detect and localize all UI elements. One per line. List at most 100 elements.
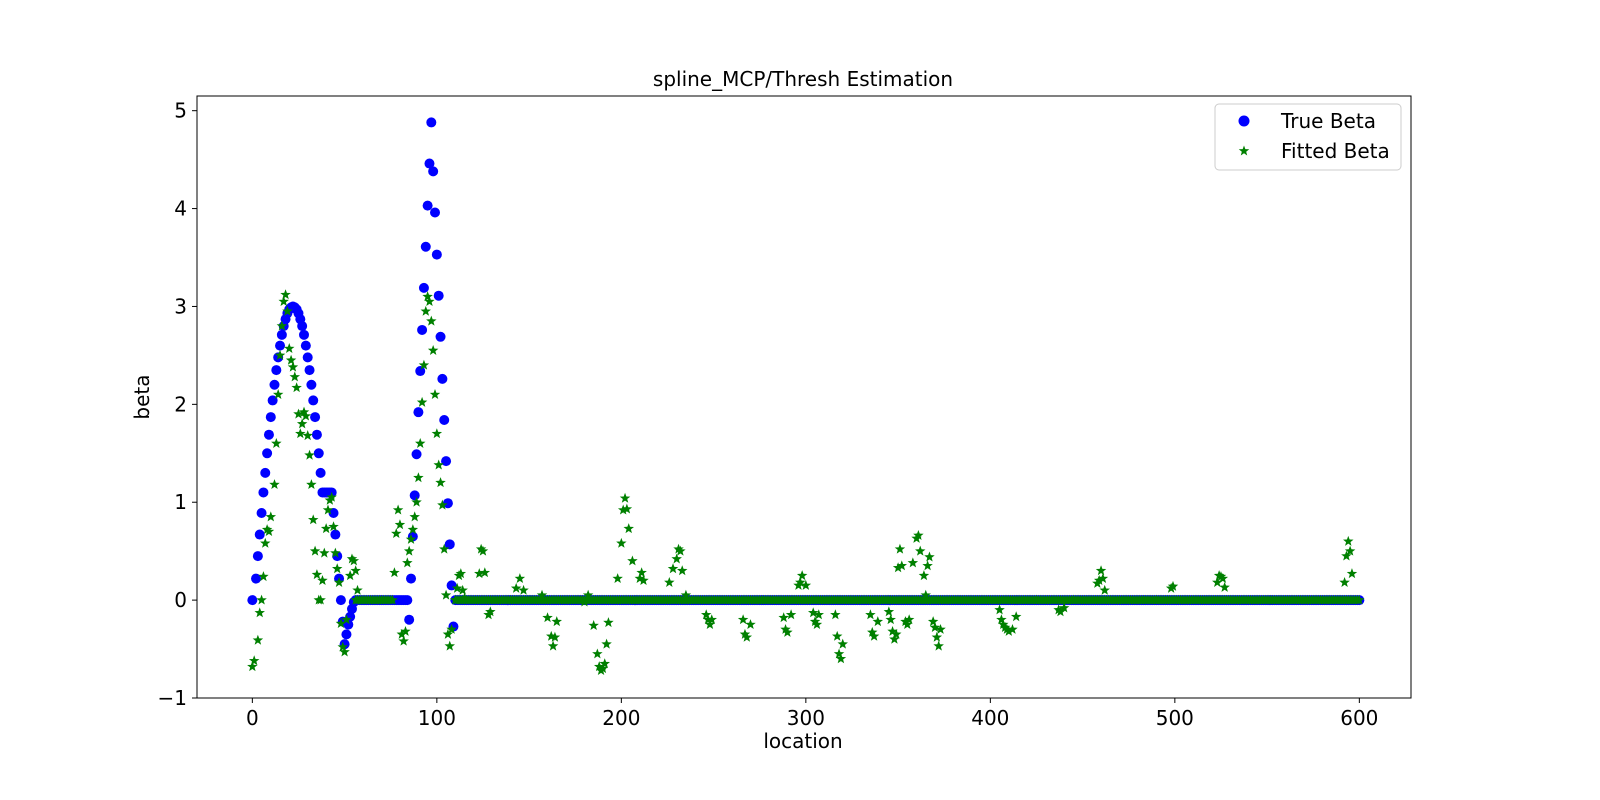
fitted-beta-point xyxy=(837,638,848,649)
fitted-beta-point xyxy=(1167,580,1179,591)
fitted-beta-point xyxy=(885,614,896,625)
fitted-beta-point xyxy=(391,528,402,538)
fitted-beta-point xyxy=(247,661,258,672)
fitted-beta-point xyxy=(409,511,420,522)
fitted-beta-point xyxy=(315,594,326,605)
true-beta-point xyxy=(430,207,440,218)
fitted-beta-point xyxy=(289,371,301,382)
true-beta-point xyxy=(417,324,428,335)
x-tick-label: 600 xyxy=(1340,706,1378,730)
fitted-beta-point xyxy=(258,571,269,582)
fitted-beta-point xyxy=(416,396,428,407)
fitted-beta-point xyxy=(302,430,313,441)
fitted-beta-point xyxy=(616,537,627,548)
true-beta-point xyxy=(431,249,442,260)
fitted-beta-point xyxy=(671,553,682,564)
fitted-beta-point xyxy=(597,663,609,674)
fitted-beta-point xyxy=(346,553,358,564)
fitted-beta-point xyxy=(398,635,409,646)
legend-box xyxy=(1214,103,1402,171)
true-beta-point xyxy=(310,412,321,423)
x-axis: 0 100 200 300 400 500 600 xyxy=(246,698,1378,730)
fitted-beta-point xyxy=(913,530,924,540)
fitted-beta-point xyxy=(411,496,422,507)
fitted-beta-point xyxy=(883,606,895,617)
true-beta-point xyxy=(251,573,262,584)
fitted-beta-point xyxy=(437,499,448,510)
fitted-beta-point xyxy=(887,625,898,636)
fitted-beta-point xyxy=(1055,606,1066,617)
fitted-beta-point xyxy=(807,607,819,618)
true-beta-point xyxy=(437,373,448,384)
true-beta-point xyxy=(409,490,420,501)
fitted-beta-point xyxy=(601,638,612,649)
fitted-beta-point xyxy=(477,545,489,556)
fitted-beta-point xyxy=(474,568,485,579)
fitted-beta-point xyxy=(418,359,430,370)
fitted-beta-point xyxy=(704,619,716,630)
fitted-beta-point xyxy=(352,584,363,595)
fitted-beta-point xyxy=(392,504,404,515)
fitted-beta-point xyxy=(915,545,926,556)
true-beta-point xyxy=(275,340,286,351)
fitted-beta-point xyxy=(1339,576,1350,587)
fitted-beta-point xyxy=(889,633,900,644)
true-beta-point xyxy=(413,407,424,418)
fitted-beta-point xyxy=(276,320,288,331)
fitted-beta-point xyxy=(867,626,878,637)
x-tick-label: 300 xyxy=(787,706,825,730)
fitted-beta-point xyxy=(333,576,345,587)
fitted-beta-point xyxy=(551,616,562,627)
y-tick-label: −1 xyxy=(158,686,187,710)
true-beta-point xyxy=(254,529,265,540)
fitted-beta-point xyxy=(675,545,686,556)
fitted-beta-point xyxy=(907,557,919,568)
fitted-beta-point xyxy=(785,609,797,620)
fitted-beta-point xyxy=(248,655,260,666)
fitted-beta-point xyxy=(309,545,321,556)
true-beta-point xyxy=(304,365,315,376)
true-beta-point xyxy=(252,551,263,562)
fitted-beta-point xyxy=(894,543,906,554)
fitted-beta-point xyxy=(475,543,487,554)
fitted-beta-point xyxy=(677,565,688,576)
fitted-beta-point xyxy=(865,609,876,620)
fitted-beta-point xyxy=(278,296,289,307)
fitted-beta-point xyxy=(331,563,343,574)
x-tick-label: 100 xyxy=(418,706,456,730)
true-beta-point xyxy=(247,595,258,606)
fitted-beta-point xyxy=(1344,545,1356,556)
fitted-beta-point xyxy=(599,658,610,669)
fitted-beta-point xyxy=(636,567,647,578)
x-tick-label: 0 xyxy=(246,706,259,730)
fitted-beta-point xyxy=(514,573,526,584)
fitted-beta-point xyxy=(422,291,433,302)
fitted-beta-point xyxy=(261,524,273,535)
fitted-beta-point xyxy=(269,479,280,490)
fitted-beta-point xyxy=(811,619,823,630)
fitted-beta-point xyxy=(403,545,415,556)
fitted-beta-point xyxy=(737,614,749,625)
fitted-beta-point xyxy=(1219,581,1230,592)
fitted-beta-point xyxy=(431,428,443,439)
plot-frame xyxy=(196,95,1412,699)
fitted-beta-point xyxy=(319,547,330,558)
fitted-beta-point xyxy=(1217,573,1229,584)
fitted-beta-point xyxy=(427,345,439,355)
true-beta-point xyxy=(311,429,322,440)
x-tick-label: 400 xyxy=(971,706,1009,730)
fitted-beta-point xyxy=(263,526,275,537)
true-beta-point xyxy=(418,282,429,293)
true-beta-point xyxy=(265,412,276,423)
fitted-beta-point xyxy=(627,555,638,566)
fitted-beta-point xyxy=(429,389,441,399)
fitted-beta-point xyxy=(542,612,553,623)
fitted-beta-point xyxy=(293,408,304,419)
fitted-beta-point xyxy=(335,618,347,629)
fitted-beta-point xyxy=(1010,611,1022,622)
fitted-beta-point xyxy=(420,305,432,316)
fitted-beta-point xyxy=(455,568,467,579)
fitted-beta-point xyxy=(547,640,559,651)
true-beta-point xyxy=(300,340,311,351)
fitted-beta-point xyxy=(389,567,400,578)
